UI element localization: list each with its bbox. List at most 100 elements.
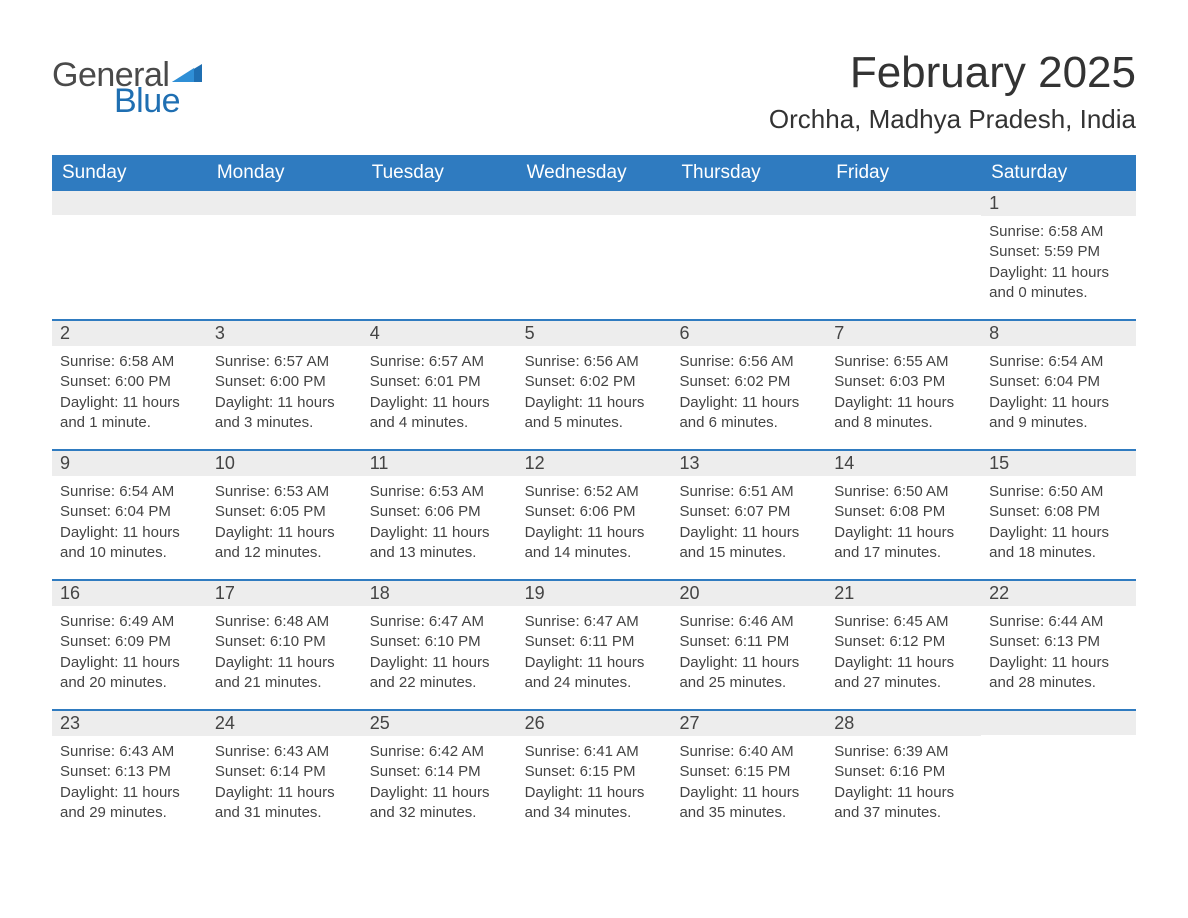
day-cell: 11Sunrise: 6:53 AMSunset: 6:06 PMDayligh…	[362, 451, 517, 579]
sunrise-text: Sunrise: 6:58 AM	[60, 352, 199, 372]
sunrise-text: Sunrise: 6:56 AM	[679, 352, 818, 372]
sunrise-text: Sunrise: 6:50 AM	[989, 482, 1128, 502]
day-cell-empty	[362, 191, 517, 319]
day-body: Sunrise: 6:51 AMSunset: 6:07 PMDaylight:…	[671, 476, 826, 573]
daylight-text: Daylight: 11 hours and 15 minutes.	[679, 523, 818, 564]
sunset-text: Sunset: 6:09 PM	[60, 632, 199, 652]
sunset-text: Sunset: 6:16 PM	[834, 762, 973, 782]
daylight-text: Daylight: 11 hours and 6 minutes.	[679, 393, 818, 434]
daylight-text: Daylight: 11 hours and 25 minutes.	[679, 653, 818, 694]
daylight-text: Daylight: 11 hours and 18 minutes.	[989, 523, 1128, 564]
day-number: 3	[207, 321, 362, 346]
day-body: Sunrise: 6:54 AMSunset: 6:04 PMDaylight:…	[52, 476, 207, 573]
day-body: Sunrise: 6:58 AMSunset: 6:00 PMDaylight:…	[52, 346, 207, 443]
day-cell-empty	[207, 191, 362, 319]
day-number: 9	[52, 451, 207, 476]
day-number: 16	[52, 581, 207, 606]
sunrise-text: Sunrise: 6:46 AM	[679, 612, 818, 632]
daylight-text: Daylight: 11 hours and 14 minutes.	[525, 523, 664, 564]
day-cell: 25Sunrise: 6:42 AMSunset: 6:14 PMDayligh…	[362, 711, 517, 839]
weekday-header: Sunday	[52, 155, 207, 191]
sunset-text: Sunset: 6:11 PM	[525, 632, 664, 652]
sunrise-text: Sunrise: 6:54 AM	[60, 482, 199, 502]
sunrise-text: Sunrise: 6:50 AM	[834, 482, 973, 502]
calendar-page: General Blue February 2025 Orchha, Madhy…	[0, 0, 1188, 859]
daylight-text: Daylight: 11 hours and 22 minutes.	[370, 653, 509, 694]
daylight-text: Daylight: 11 hours and 1 minute.	[60, 393, 199, 434]
weekday-header: Saturday	[981, 155, 1136, 191]
day-body: Sunrise: 6:44 AMSunset: 6:13 PMDaylight:…	[981, 606, 1136, 703]
week-row: 16Sunrise: 6:49 AMSunset: 6:09 PMDayligh…	[52, 579, 1136, 709]
daylight-text: Daylight: 11 hours and 20 minutes.	[60, 653, 199, 694]
sunrise-text: Sunrise: 6:53 AM	[215, 482, 354, 502]
sunset-text: Sunset: 6:07 PM	[679, 502, 818, 522]
sunset-text: Sunset: 6:08 PM	[834, 502, 973, 522]
day-number: 18	[362, 581, 517, 606]
day-body: Sunrise: 6:40 AMSunset: 6:15 PMDaylight:…	[671, 736, 826, 833]
day-number	[981, 711, 1136, 735]
day-cell: 20Sunrise: 6:46 AMSunset: 6:11 PMDayligh…	[671, 581, 826, 709]
day-number	[362, 191, 517, 215]
day-cell: 16Sunrise: 6:49 AMSunset: 6:09 PMDayligh…	[52, 581, 207, 709]
calendar: SundayMondayTuesdayWednesdayThursdayFrid…	[52, 155, 1136, 839]
day-body: Sunrise: 6:39 AMSunset: 6:16 PMDaylight:…	[826, 736, 981, 833]
sunrise-text: Sunrise: 6:49 AM	[60, 612, 199, 632]
day-cell: 7Sunrise: 6:55 AMSunset: 6:03 PMDaylight…	[826, 321, 981, 449]
day-body	[52, 215, 207, 231]
sunrise-text: Sunrise: 6:43 AM	[60, 742, 199, 762]
sunset-text: Sunset: 6:00 PM	[60, 372, 199, 392]
sunset-text: Sunset: 6:03 PM	[834, 372, 973, 392]
daylight-text: Daylight: 11 hours and 28 minutes.	[989, 653, 1128, 694]
sunrise-text: Sunrise: 6:56 AM	[525, 352, 664, 372]
day-cell-empty	[517, 191, 672, 319]
daylight-text: Daylight: 11 hours and 29 minutes.	[60, 783, 199, 824]
sunset-text: Sunset: 6:13 PM	[60, 762, 199, 782]
day-body: Sunrise: 6:43 AMSunset: 6:13 PMDaylight:…	[52, 736, 207, 833]
day-body: Sunrise: 6:49 AMSunset: 6:09 PMDaylight:…	[52, 606, 207, 703]
sunset-text: Sunset: 6:02 PM	[679, 372, 818, 392]
day-body: Sunrise: 6:57 AMSunset: 6:01 PMDaylight:…	[362, 346, 517, 443]
daylight-text: Daylight: 11 hours and 8 minutes.	[834, 393, 973, 434]
day-cell: 14Sunrise: 6:50 AMSunset: 6:08 PMDayligh…	[826, 451, 981, 579]
weekday-header: Tuesday	[362, 155, 517, 191]
day-number: 4	[362, 321, 517, 346]
day-cell-empty	[52, 191, 207, 319]
daylight-text: Daylight: 11 hours and 24 minutes.	[525, 653, 664, 694]
daylight-text: Daylight: 11 hours and 17 minutes.	[834, 523, 973, 564]
logo: General Blue	[52, 58, 202, 118]
day-body: Sunrise: 6:47 AMSunset: 6:11 PMDaylight:…	[517, 606, 672, 703]
day-number: 13	[671, 451, 826, 476]
day-body: Sunrise: 6:45 AMSunset: 6:12 PMDaylight:…	[826, 606, 981, 703]
week-row: 1Sunrise: 6:58 AMSunset: 5:59 PMDaylight…	[52, 191, 1136, 319]
day-number: 24	[207, 711, 362, 736]
day-body	[671, 215, 826, 231]
daylight-text: Daylight: 11 hours and 27 minutes.	[834, 653, 973, 694]
day-cell-empty	[826, 191, 981, 319]
daylight-text: Daylight: 11 hours and 31 minutes.	[215, 783, 354, 824]
sunrise-text: Sunrise: 6:42 AM	[370, 742, 509, 762]
day-cell: 24Sunrise: 6:43 AMSunset: 6:14 PMDayligh…	[207, 711, 362, 839]
daylight-text: Daylight: 11 hours and 9 minutes.	[989, 393, 1128, 434]
day-body: Sunrise: 6:42 AMSunset: 6:14 PMDaylight:…	[362, 736, 517, 833]
logo-text-blue: Blue	[114, 84, 202, 118]
sunset-text: Sunset: 6:13 PM	[989, 632, 1128, 652]
day-number: 11	[362, 451, 517, 476]
sunrise-text: Sunrise: 6:47 AM	[525, 612, 664, 632]
day-body: Sunrise: 6:54 AMSunset: 6:04 PMDaylight:…	[981, 346, 1136, 443]
day-cell: 17Sunrise: 6:48 AMSunset: 6:10 PMDayligh…	[207, 581, 362, 709]
daylight-text: Daylight: 11 hours and 35 minutes.	[679, 783, 818, 824]
day-cell: 1Sunrise: 6:58 AMSunset: 5:59 PMDaylight…	[981, 191, 1136, 319]
day-cell-empty	[981, 711, 1136, 839]
day-cell: 12Sunrise: 6:52 AMSunset: 6:06 PMDayligh…	[517, 451, 672, 579]
sunrise-text: Sunrise: 6:51 AM	[679, 482, 818, 502]
day-number: 23	[52, 711, 207, 736]
day-number: 1	[981, 191, 1136, 216]
week-row: 9Sunrise: 6:54 AMSunset: 6:04 PMDaylight…	[52, 449, 1136, 579]
day-body: Sunrise: 6:48 AMSunset: 6:10 PMDaylight:…	[207, 606, 362, 703]
sunrise-text: Sunrise: 6:39 AM	[834, 742, 973, 762]
sunrise-text: Sunrise: 6:40 AM	[679, 742, 818, 762]
sunset-text: Sunset: 6:15 PM	[525, 762, 664, 782]
sunrise-text: Sunrise: 6:48 AM	[215, 612, 354, 632]
day-cell: 8Sunrise: 6:54 AMSunset: 6:04 PMDaylight…	[981, 321, 1136, 449]
day-cell: 28Sunrise: 6:39 AMSunset: 6:16 PMDayligh…	[826, 711, 981, 839]
